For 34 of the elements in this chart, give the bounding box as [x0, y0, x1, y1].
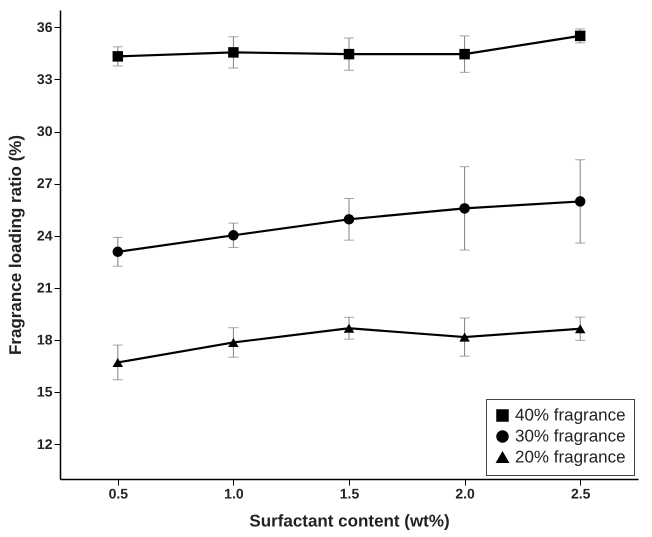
- point: [344, 214, 354, 225]
- legend-label: 40% fragrance: [515, 406, 626, 424]
- x-tick-label: 2.0: [455, 486, 476, 502]
- point: [574, 196, 586, 207]
- y-tick-label: 18: [36, 332, 53, 348]
- point: [228, 338, 239, 348]
- y-tick-label: 21: [36, 279, 53, 296]
- point: [459, 203, 470, 214]
- point: [459, 332, 470, 342]
- legend-label: 30% fragrance: [515, 426, 626, 446]
- x-tick-label: 1.5: [340, 486, 360, 502]
- y-tick-label: 24: [36, 227, 53, 244]
- point: [228, 47, 239, 58]
- point: [574, 30, 586, 42]
- point: [228, 230, 239, 241]
- y-tick-label: 12: [36, 436, 53, 452]
- point: [574, 324, 586, 334]
- legend-label: 20% fragrance: [515, 448, 626, 466]
- point: [459, 48, 470, 60]
- point: [112, 358, 124, 367]
- y-tick-label: 15: [36, 384, 53, 400]
- y-tick-label: 27: [36, 175, 53, 192]
- x-tick-label: 0.5: [108, 486, 128, 502]
- x-tick-label: 2.5: [570, 486, 591, 502]
- y-tick-label: 36: [36, 18, 53, 35]
- point: [112, 246, 124, 258]
- y-tick-label: 30: [36, 123, 53, 140]
- x-axis-title: Surfactant content (wt%): [249, 512, 450, 530]
- x-tick-label: 1.0: [224, 486, 244, 502]
- point: [344, 48, 354, 60]
- point: [112, 51, 124, 62]
- y-tick-label: 33: [36, 70, 53, 87]
- point: [344, 324, 354, 333]
- y-axis-title: Fragrance loading ratio (%): [6, 134, 25, 356]
